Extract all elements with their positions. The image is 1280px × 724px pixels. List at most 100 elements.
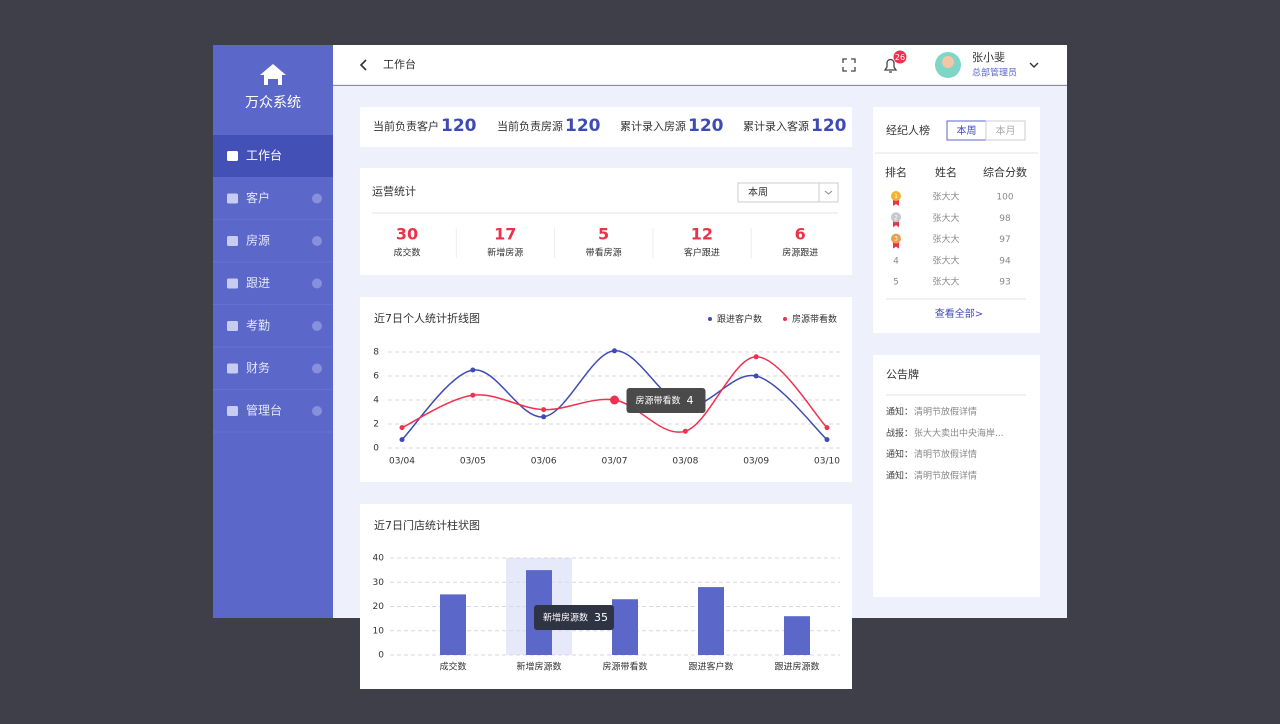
line-point[interactable] bbox=[541, 407, 547, 413]
menu-expand[interactable] bbox=[312, 193, 322, 204]
agent-name: 张大大 bbox=[932, 233, 959, 245]
notice-title: 公告牌 bbox=[886, 367, 919, 381]
menu-item[interactable]: 财务 bbox=[246, 360, 270, 375]
user-role: 总部管理员 bbox=[972, 67, 1017, 79]
stat-label: 带看房源 bbox=[586, 247, 622, 259]
chart-title: 近7日个人统计折线图 bbox=[374, 311, 480, 325]
line-point[interactable] bbox=[612, 348, 617, 354]
operations-title: 运营统计 bbox=[372, 184, 416, 198]
menu-expand[interactable] bbox=[312, 236, 322, 246]
line-point[interactable] bbox=[753, 373, 759, 379]
column-header: 排名 bbox=[885, 165, 907, 179]
tab[interactable] bbox=[985, 120, 1026, 141]
line-point[interactable] bbox=[753, 354, 759, 360]
x-tick-label: 03/10 bbox=[814, 457, 840, 467]
line-point[interactable] bbox=[470, 367, 476, 373]
line-point[interactable] bbox=[824, 437, 830, 443]
bar[interactable] bbox=[784, 616, 810, 655]
menu-item[interactable]: 工作台 bbox=[246, 148, 282, 163]
menu-expand[interactable] bbox=[312, 406, 322, 416]
agent-name: 张大大 bbox=[932, 254, 959, 266]
period-value: 本周 bbox=[748, 186, 768, 199]
notice-tag: 通知： bbox=[886, 448, 913, 460]
y-tick-label: 2 bbox=[373, 420, 379, 430]
notice-text[interactable]: 张大大卖出中央海岸... bbox=[914, 427, 1004, 439]
agent-score: 93 bbox=[999, 278, 1010, 288]
notice-text[interactable]: 清明节放假详情 bbox=[914, 448, 977, 460]
back-button[interactable] bbox=[359, 59, 367, 71]
agent-score: 100 bbox=[996, 193, 1013, 203]
notice-tag: 通知： bbox=[886, 406, 913, 418]
summary-label: 当前负责房源 bbox=[497, 119, 563, 133]
menu-icon bbox=[227, 151, 238, 161]
menu-icon bbox=[227, 278, 238, 289]
medal bbox=[891, 233, 901, 244]
line-point[interactable] bbox=[541, 414, 547, 420]
notice-text[interactable]: 清明节放假详情 bbox=[914, 469, 977, 481]
x-tick-label: 03/08 bbox=[672, 457, 698, 467]
bar[interactable] bbox=[612, 599, 638, 655]
stat-value: 6 bbox=[795, 225, 806, 244]
line-point[interactable] bbox=[399, 425, 405, 431]
stat-label: 新增房源 bbox=[487, 247, 523, 259]
line-point[interactable] bbox=[682, 428, 688, 434]
notification-badge bbox=[893, 50, 907, 64]
tooltip-value: 4 bbox=[687, 394, 694, 407]
x-tick-label: 03/09 bbox=[743, 457, 769, 467]
line-point[interactable] bbox=[399, 437, 405, 443]
agent-name: 张大大 bbox=[932, 212, 959, 224]
line-point[interactable] bbox=[824, 425, 830, 431]
menu-item[interactable]: 管理台 bbox=[246, 403, 282, 418]
notice-text[interactable]: 清明节放假详情 bbox=[914, 406, 977, 418]
x-tick-label: 03/05 bbox=[460, 457, 486, 467]
tooltip-label: 房源带看数 bbox=[636, 395, 681, 407]
tooltip-value: 35 bbox=[594, 611, 608, 624]
bar[interactable] bbox=[440, 594, 466, 655]
legend-dot bbox=[708, 317, 712, 321]
user-name: 张小斐 bbox=[972, 51, 1005, 64]
x-tick-label: 房源带看数 bbox=[602, 661, 647, 673]
column-header: 综合分数 bbox=[983, 165, 1027, 179]
column-header: 姓名 bbox=[935, 165, 957, 179]
period-select[interactable] bbox=[737, 182, 839, 203]
line-point[interactable] bbox=[470, 392, 476, 398]
menu-icon bbox=[227, 363, 238, 374]
bell-icon[interactable] bbox=[883, 58, 898, 73]
tooltip bbox=[626, 388, 706, 413]
chart-title: 近7日门店统计柱状图 bbox=[374, 518, 480, 532]
stat-label: 客户跟进 bbox=[684, 247, 720, 259]
menu-icon bbox=[227, 406, 238, 416]
y-tick-label: 20 bbox=[373, 602, 385, 612]
menu-item[interactable]: 房源 bbox=[246, 233, 270, 248]
tab-label: 本月 bbox=[996, 124, 1016, 137]
ranking-title: 经纪人榜 bbox=[886, 123, 930, 137]
brand: 万众系统 bbox=[245, 95, 301, 111]
rank: 2 bbox=[894, 214, 898, 221]
menu-expand[interactable] bbox=[312, 363, 322, 374]
agent-score: 94 bbox=[999, 256, 1011, 266]
menu-item[interactable]: 考勤 bbox=[246, 319, 270, 333]
x-tick-label: 新增房源数 bbox=[516, 661, 561, 673]
user-menu-arrow[interactable] bbox=[1029, 62, 1039, 68]
fullscreen-button[interactable] bbox=[842, 58, 856, 72]
agent-score: 98 bbox=[999, 214, 1011, 224]
view-all-link[interactable]: 查看全部> bbox=[935, 307, 983, 320]
breadcrumb: 工作台 bbox=[383, 57, 416, 71]
menu-expand[interactable] bbox=[312, 278, 322, 289]
summary-value: 120 bbox=[688, 116, 724, 136]
menu-expand[interactable] bbox=[312, 321, 322, 331]
summary-label: 累计录入房源 bbox=[620, 119, 686, 133]
avatar-face bbox=[942, 56, 954, 68]
y-tick-label: 0 bbox=[373, 444, 379, 454]
agent-name: 张大大 bbox=[932, 191, 959, 203]
x-tick-label: 03/07 bbox=[602, 457, 628, 467]
legend-dot bbox=[783, 317, 787, 321]
y-tick-label: 0 bbox=[378, 651, 384, 661]
bar[interactable] bbox=[698, 587, 724, 655]
stat-value: 12 bbox=[691, 225, 713, 244]
menu-item[interactable]: 客户 bbox=[246, 190, 270, 205]
summary-label: 当前负责客户 bbox=[373, 119, 439, 133]
menu-item[interactable]: 跟进 bbox=[246, 276, 270, 290]
legend-label: 房源带看数 bbox=[792, 313, 837, 325]
